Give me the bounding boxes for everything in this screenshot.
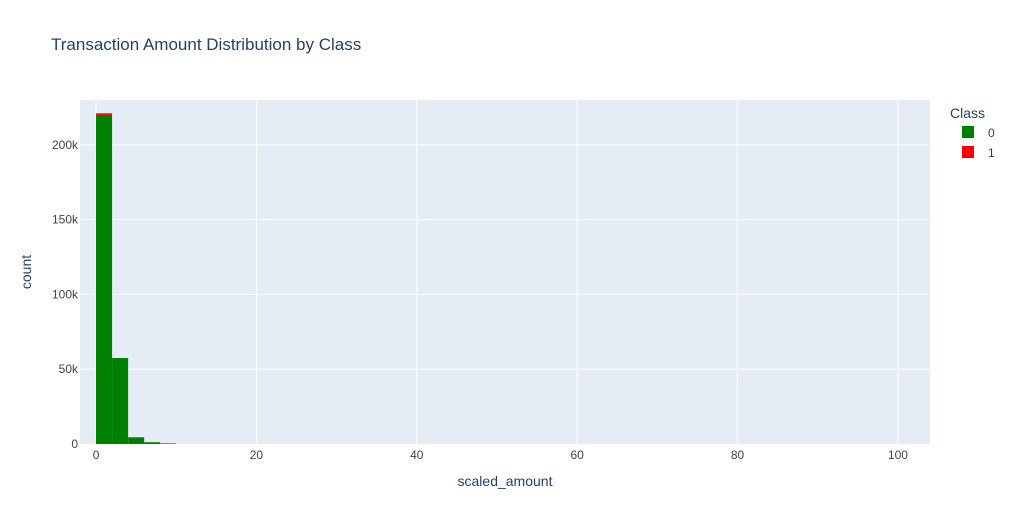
- x-tick-label: 20: [250, 448, 264, 462]
- legend-item-class-0[interactable]: 0: [962, 126, 995, 140]
- legend-title: Class: [950, 105, 985, 121]
- bar-class-0-bin-1: [96, 114, 113, 445]
- y-tick-label: 200k: [52, 138, 79, 152]
- legend-swatch: [962, 126, 974, 138]
- axis-ticks: 0 50k 100k 150k 200k 0 20 40 60 80 100: [52, 138, 908, 462]
- y-tick-label: 100k: [52, 287, 79, 301]
- legend-item-class-1[interactable]: 1: [962, 146, 995, 160]
- bar-class-0-bin-5: [160, 443, 177, 444]
- bar-class-0-bin-3: [128, 437, 145, 444]
- chart-title: Transaction Amount Distribution by Class: [51, 35, 361, 54]
- x-tick-label: 60: [570, 448, 584, 462]
- x-tick-label: 0: [93, 448, 100, 462]
- legend[interactable]: Class 01: [950, 105, 995, 160]
- plot-area: [80, 100, 930, 444]
- y-tick-label: 0: [71, 437, 78, 451]
- x-tick-label: 80: [731, 448, 745, 462]
- bars: [96, 113, 177, 445]
- legend-swatch: [962, 146, 974, 158]
- x-axis-label: scaled_amount: [458, 473, 553, 489]
- bar-class-1-bin-0: [96, 113, 113, 115]
- y-axis-label: count: [18, 255, 34, 289]
- bar-class-0-bin-4: [144, 442, 161, 444]
- legend-items[interactable]: 01: [962, 126, 995, 160]
- bar-class-0-bin-2: [112, 358, 129, 444]
- y-tick-label: 150k: [52, 213, 79, 227]
- x-tick-label: 40: [410, 448, 424, 462]
- legend-label: 0: [988, 126, 995, 140]
- y-tick-label: 50k: [59, 362, 79, 376]
- x-tick-label: 100: [888, 448, 908, 462]
- legend-label: 1: [988, 146, 995, 160]
